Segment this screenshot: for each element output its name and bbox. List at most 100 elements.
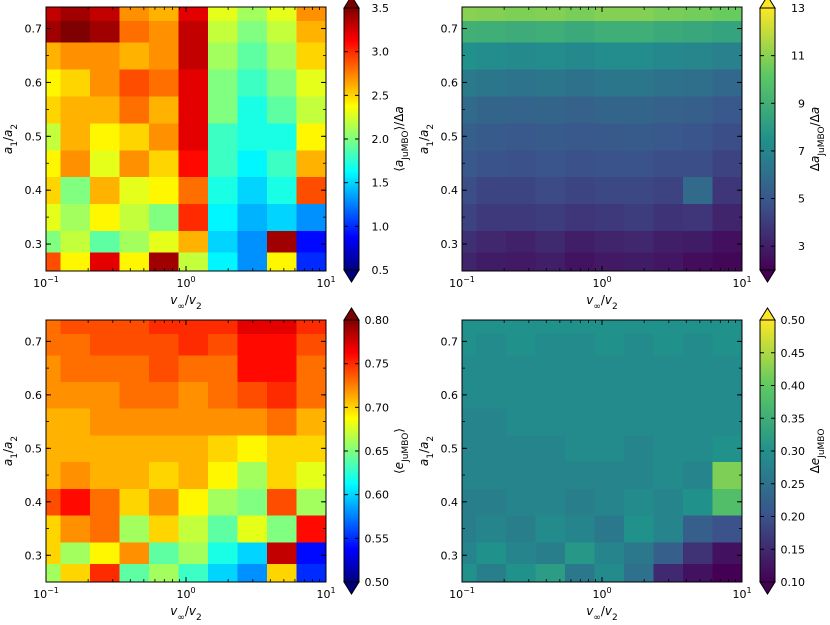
heatmap-cell — [565, 122, 596, 151]
y-axis-label: a1/a2 — [1, 124, 20, 154]
heatmap-cell — [535, 515, 566, 543]
heatmap-cell — [208, 149, 239, 178]
heatmap-cell — [462, 230, 478, 253]
heatmap-cell — [178, 461, 209, 489]
heatmap-cell — [267, 563, 298, 583]
heatmap-cell — [296, 149, 327, 178]
heatmap-cell — [296, 563, 327, 583]
heatmap-cells — [46, 7, 327, 272]
heatmap-cell — [594, 42, 625, 70]
heatmap-cell — [90, 230, 121, 253]
heatmap-cell — [506, 230, 537, 253]
heatmap-cell — [476, 563, 507, 583]
y-tick-label: 0.3 — [441, 238, 459, 251]
heatmap-cell — [149, 20, 180, 43]
heatmap-cell — [594, 541, 625, 564]
heatmap-cell — [476, 7, 507, 21]
heatmap-cell — [60, 95, 91, 124]
heatmap-cell — [683, 230, 714, 253]
colorbar-tick-label: 1.5 — [372, 177, 390, 190]
colorbar-tick-label: 0.60 — [365, 489, 390, 502]
heatmap-cell — [60, 20, 91, 43]
colorbar-extend-min — [759, 581, 776, 595]
heatmap-cell — [149, 230, 180, 253]
heatmap-cell — [267, 149, 298, 178]
heatmap-cell — [683, 563, 714, 583]
heatmap-cell — [208, 7, 239, 21]
heatmap-cell — [462, 149, 478, 178]
x-tick-label: 100 — [592, 586, 611, 601]
heatmap-cell — [296, 333, 327, 356]
heatmap-cell — [267, 488, 298, 516]
heatmap-cell — [653, 320, 684, 334]
y-axis-label: a1/a2 — [1, 436, 20, 466]
colorbar-tick-label: 0.65 — [365, 445, 390, 458]
heatmap-cell — [237, 381, 268, 409]
heatmap-cell — [565, 95, 596, 124]
colorbar-label: ⟨aJuMBO⟩/Δa — [392, 106, 411, 172]
heatmap-cell — [653, 252, 684, 272]
heatmap-cell — [462, 381, 478, 409]
colorbar-tick-label: 0.70 — [365, 401, 390, 414]
heatmap-cell — [565, 20, 596, 43]
heatmap-cell — [565, 434, 596, 463]
y-axis: 0.3 0.4 0.5 0.6 0.7 — [25, 335, 326, 583]
heatmap-cell — [296, 252, 327, 272]
heatmap-cell — [149, 95, 180, 124]
heatmap-cell — [119, 541, 150, 564]
heatmap-cell — [624, 461, 655, 489]
heatmap-cell — [476, 333, 507, 356]
heatmap-cell — [178, 354, 209, 382]
heatmap-cell — [90, 381, 121, 409]
heatmap-cell — [208, 408, 239, 436]
heatmap-cell — [119, 320, 150, 334]
heatmap-cell — [624, 252, 655, 272]
heatmap-cell — [237, 434, 268, 463]
heatmap-cell — [119, 488, 150, 516]
x-tick-label: 10−1 — [33, 275, 59, 290]
heatmap-cell — [476, 515, 507, 543]
heatmap-cell — [712, 408, 743, 436]
heatmap-cell — [594, 149, 625, 178]
heatmap-cell — [119, 68, 150, 97]
x-axis-label: v∞/v2 — [170, 293, 202, 312]
heatmap-cell — [267, 434, 298, 463]
heatmap-cell — [594, 320, 625, 334]
heatmap-cell — [267, 7, 298, 21]
colorbar-tick-label: 0.5 — [372, 264, 390, 277]
heatmap-cell — [565, 333, 596, 356]
heatmap-cell — [46, 333, 62, 356]
heatmap-cell — [506, 7, 537, 21]
colorbar-tick-label: 0.50 — [781, 314, 806, 327]
heatmap-cell — [462, 20, 478, 43]
heatmap-cell — [119, 252, 150, 272]
heatmap-cell — [149, 320, 180, 334]
heatmap-cell — [237, 515, 268, 543]
heatmap-cell — [119, 408, 150, 436]
y-tick-label: 0.5 — [25, 130, 43, 143]
heatmap-cell — [624, 381, 655, 409]
heatmap-cell — [178, 68, 209, 97]
heatmap-cell — [208, 320, 239, 334]
heatmap-cell — [119, 515, 150, 543]
heatmap-cell — [476, 203, 507, 232]
colorbar-tick-label: 11 — [791, 50, 805, 63]
heatmap-cell — [683, 354, 714, 382]
heatmap-cell — [90, 563, 121, 583]
heatmap-cell — [462, 461, 478, 489]
heatmap-cell — [90, 42, 121, 70]
y-tick-label: 0.4 — [25, 184, 43, 197]
heatmap-cell — [712, 149, 743, 178]
heatmap-cell — [535, 252, 566, 272]
heatmap-cell — [46, 7, 62, 21]
heatmap-cell — [535, 176, 566, 205]
heatmap-cell — [506, 320, 537, 334]
y-tick-label: 0.7 — [441, 23, 459, 36]
y-tick-label: 0.5 — [441, 442, 459, 455]
heatmap-cell — [506, 20, 537, 43]
colorbar-extend-min — [343, 581, 360, 595]
colorbar-tick-label: 9 — [798, 97, 805, 110]
heatmap-cell — [624, 488, 655, 516]
x-tick-label: 100 — [176, 586, 195, 601]
heatmap-cell — [46, 563, 62, 583]
